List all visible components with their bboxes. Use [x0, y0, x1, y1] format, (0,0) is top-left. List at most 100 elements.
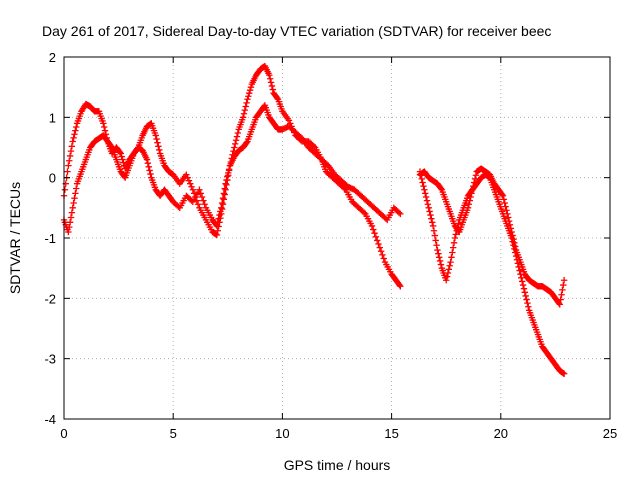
data-point — [523, 296, 530, 303]
data-point — [505, 217, 513, 225]
data-point — [71, 194, 78, 202]
data-point — [65, 162, 72, 169]
series-track-d — [416, 165, 568, 308]
data-point — [66, 152, 74, 160]
data-point — [443, 277, 450, 284]
data-point — [419, 179, 426, 186]
data-point — [184, 174, 191, 181]
data-point — [466, 197, 473, 204]
data-point — [429, 219, 436, 226]
data-point — [525, 303, 532, 310]
data-point — [241, 106, 249, 114]
data-point — [379, 251, 386, 259]
y-tick-label: -1 — [44, 231, 56, 246]
data-point — [64, 168, 71, 175]
data-point — [512, 243, 519, 250]
data-point — [470, 179, 478, 186]
data-point — [69, 204, 76, 212]
data-point — [370, 226, 377, 233]
data-point — [217, 208, 224, 215]
y-tick-label: 2 — [49, 50, 56, 65]
data-point — [100, 123, 108, 131]
data-point — [285, 117, 293, 124]
data-point — [214, 219, 221, 226]
data-point — [246, 90, 253, 97]
data-point — [185, 177, 193, 184]
data-point — [468, 190, 475, 197]
data-point — [243, 139, 250, 146]
data-point — [145, 163, 152, 171]
data-point — [395, 209, 403, 216]
data-point — [508, 228, 515, 236]
data-point — [266, 75, 274, 82]
data-point — [220, 196, 228, 203]
data-point — [444, 269, 452, 277]
data-point — [447, 258, 454, 266]
data-point — [518, 274, 525, 282]
data-point — [219, 194, 227, 202]
series-track-b — [60, 102, 404, 236]
data-point — [69, 138, 76, 145]
data-point — [428, 215, 435, 222]
x-tick-label: 0 — [60, 426, 67, 441]
data-point — [200, 197, 207, 204]
data-point — [68, 209, 76, 216]
data-point — [117, 150, 124, 157]
data-point — [436, 254, 443, 261]
x-tick-label: 20 — [494, 426, 508, 441]
data-point — [118, 153, 125, 160]
data-point — [435, 250, 442, 257]
series-track-a — [60, 62, 404, 290]
data-point — [221, 191, 228, 198]
data-point — [422, 190, 429, 197]
data-point — [380, 255, 387, 262]
data-point — [244, 96, 251, 103]
data-point — [223, 176, 230, 184]
data-point — [66, 219, 74, 226]
data-point — [71, 131, 78, 138]
data-point — [434, 246, 441, 254]
data-point — [424, 201, 432, 208]
data-point — [430, 227, 438, 234]
data-point — [219, 201, 227, 208]
data-point — [269, 86, 276, 93]
data-point — [375, 240, 382, 248]
y-axis-label: SDTVAR / TECUs — [7, 182, 23, 294]
data-point — [418, 175, 425, 183]
data-points — [60, 62, 568, 377]
data-point — [247, 83, 255, 91]
data-point — [70, 134, 77, 142]
data-point — [397, 210, 404, 218]
data-point — [420, 182, 427, 190]
data-point — [183, 171, 190, 178]
data-point — [198, 193, 206, 201]
data-point — [67, 147, 75, 155]
data-point — [556, 301, 563, 308]
data-point — [231, 144, 238, 151]
data-point — [448, 254, 455, 261]
data-point — [267, 79, 275, 86]
data-point — [243, 99, 250, 107]
data-point — [224, 173, 231, 180]
data-point — [449, 244, 457, 251]
data-point — [233, 133, 241, 140]
data-point — [465, 201, 473, 208]
data-point — [467, 193, 474, 201]
y-tick-label: -2 — [44, 291, 56, 306]
data-point — [507, 225, 515, 232]
data-point — [216, 211, 223, 219]
data-point — [426, 208, 433, 215]
data-point — [423, 197, 431, 204]
data-point — [222, 186, 229, 193]
data-point — [449, 249, 456, 256]
data-point — [558, 291, 565, 298]
data-point — [373, 237, 381, 244]
data-point — [443, 273, 451, 280]
data-point — [509, 232, 516, 239]
data-point — [555, 299, 563, 307]
data-point — [152, 132, 159, 139]
data-point — [273, 94, 281, 102]
data-point — [68, 143, 76, 150]
y-tick-label: -3 — [44, 352, 56, 367]
